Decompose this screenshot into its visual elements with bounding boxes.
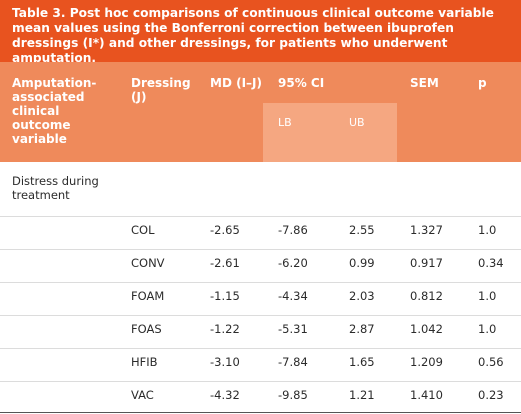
cell: 1.410 [410,388,443,402]
ci-header: LB [278,116,292,129]
cell: -5.31 [278,322,308,336]
cell: 0.99 [349,256,375,270]
cell: 0.34 [478,256,504,270]
cell: 1.65 [349,355,375,369]
row-separator [0,348,521,349]
cell: -2.61 [210,256,240,270]
column-header: Amputation-associated clinical outcome v… [12,76,97,146]
cell: -3.10 [210,355,240,369]
cell: COL [131,223,155,237]
cell: 0.812 [410,289,443,303]
cell: -1.15 [210,289,240,303]
cell: -4.34 [278,289,308,303]
cell: CONV [131,256,165,270]
cell: 1.0 [478,223,497,237]
column-header: p [478,76,487,90]
group-label: Distress during treatment [12,174,99,202]
cell: -1.22 [210,322,240,336]
column-header: MD (I–J) [210,76,262,90]
row-separator [0,249,521,250]
cell: 1.21 [349,388,375,402]
table-bottom-rule [0,412,521,413]
row-separator [0,315,521,316]
cell: -6.20 [278,256,308,270]
cell: 2.03 [349,289,375,303]
cell: -7.86 [278,223,308,237]
cell: 1.042 [410,322,443,336]
cell: 2.87 [349,322,375,336]
ci-subheader [263,103,397,162]
cell: -2.65 [210,223,240,237]
table-title: Table 3. Post hoc comparisons of continu… [0,0,521,65]
column-header: Dressing (J) [131,76,191,104]
cell: 1.0 [478,322,497,336]
row-separator [0,282,521,283]
cell: -4.32 [210,388,240,402]
ci-header: UB [349,116,365,129]
cell: FOAS [131,322,162,336]
row-separator [0,381,521,382]
cell: 1.327 [410,223,443,237]
cell: FOAM [131,289,165,303]
column-header: SEM [410,76,439,90]
cell: -9.85 [278,388,308,402]
cell: 1.209 [410,355,443,369]
column-header: 95% CI [278,76,325,90]
cell: 2.55 [349,223,375,237]
cell: HFIB [131,355,158,369]
header-band [0,62,521,162]
cell: VAC [131,388,154,402]
cell: 1.0 [478,289,497,303]
cell: 0.23 [478,388,504,402]
row-separator [0,216,521,217]
cell: 0.917 [410,256,443,270]
cell: -7.84 [278,355,308,369]
cell: 0.56 [478,355,504,369]
